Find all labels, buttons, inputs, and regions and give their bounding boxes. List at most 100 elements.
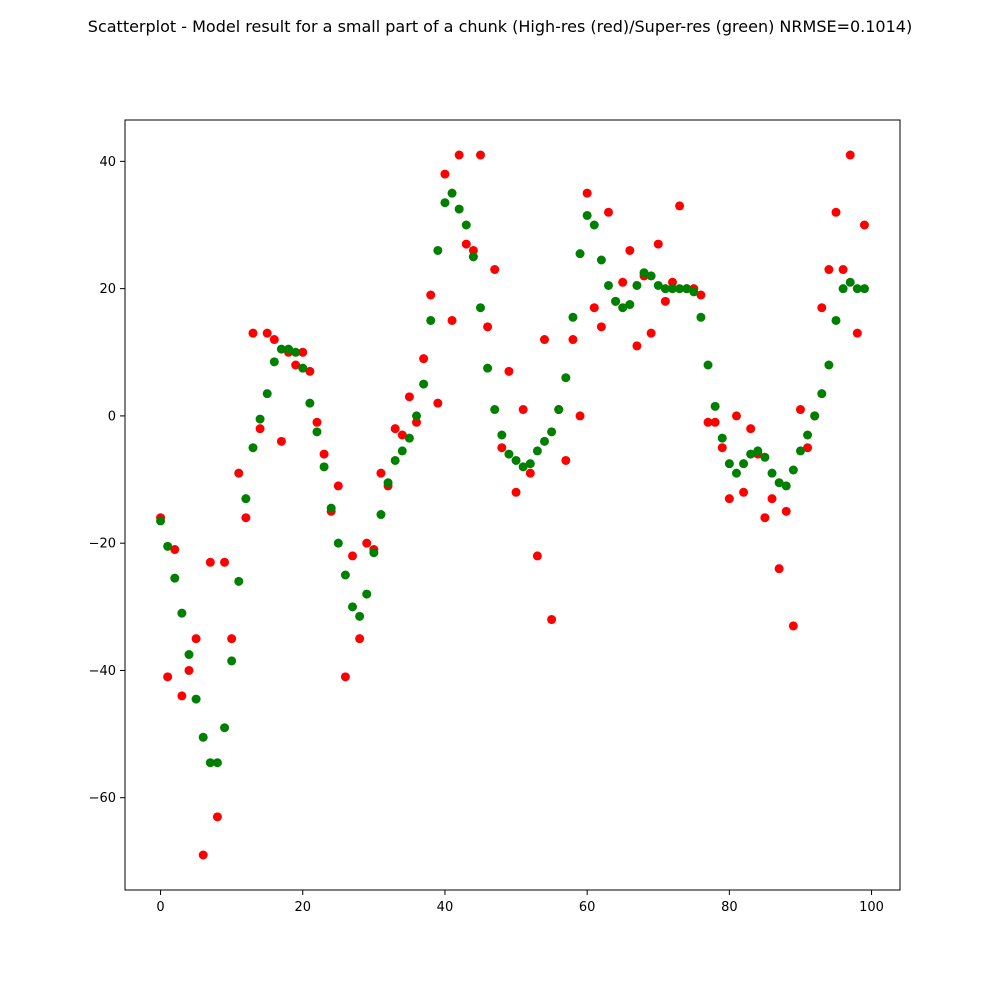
x-tick-label: 0	[156, 900, 164, 915]
point-series-0	[340, 672, 350, 682]
point-series-1	[170, 573, 180, 583]
point-series-1	[248, 443, 258, 453]
point-series-0	[532, 551, 542, 561]
point-series-1	[454, 204, 464, 214]
point-series-1	[525, 459, 535, 469]
point-series-1	[156, 516, 166, 526]
point-series-0	[476, 150, 485, 160]
point-series-0	[170, 545, 180, 555]
point-series-0	[803, 443, 813, 453]
point-series-0	[468, 245, 478, 255]
point-series-1	[220, 723, 230, 733]
point-series-0	[859, 220, 869, 230]
point-series-1	[504, 449, 514, 459]
point-series-1	[632, 280, 642, 290]
point-series-0	[184, 665, 194, 675]
point-series-1	[675, 284, 685, 294]
point-series-1	[419, 379, 429, 389]
point-series-0	[305, 366, 315, 376]
point-series-1	[703, 360, 713, 370]
point-series-0	[426, 290, 436, 300]
x-tick-label: 80	[721, 900, 738, 915]
point-series-1	[333, 538, 343, 548]
point-series-0	[248, 328, 258, 338]
point-series-0	[419, 354, 429, 364]
point-series-0	[461, 239, 471, 249]
point-series-1	[212, 758, 222, 768]
point-series-0	[504, 366, 514, 376]
point-series-0	[717, 443, 727, 453]
point-series-1	[234, 576, 244, 586]
x-tick-label: 100	[859, 900, 884, 915]
point-series-0	[198, 850, 208, 860]
point-series-1	[568, 312, 578, 322]
point-series-1	[710, 401, 720, 411]
point-series-0	[603, 207, 613, 217]
point-series-0	[212, 812, 222, 822]
y-tick-label: 0	[108, 409, 116, 424]
point-series-1	[476, 303, 485, 313]
x-axis: 0 20 40 60 80 100	[156, 890, 884, 915]
point-series-1	[582, 210, 592, 220]
point-series-0	[397, 430, 407, 440]
point-series-0	[781, 506, 791, 516]
point-series-0	[589, 303, 599, 313]
point-series-1	[589, 220, 599, 230]
point-series-1	[163, 541, 173, 551]
point-series-0	[511, 487, 521, 497]
point-series-0	[490, 265, 500, 275]
point-series-1	[824, 360, 834, 370]
point-series-0	[518, 405, 528, 415]
y-tick-label: −20	[89, 537, 116, 552]
point-series-0	[824, 265, 834, 275]
point-series-1	[276, 344, 286, 354]
x-tick-label: 60	[579, 900, 596, 915]
point-series-1	[241, 494, 251, 504]
point-series-0	[852, 328, 862, 338]
point-series-1	[177, 608, 187, 618]
point-series-0	[831, 207, 841, 217]
point-series-1	[227, 656, 237, 666]
point-series-0	[355, 634, 365, 644]
point-series-1	[603, 280, 613, 290]
point-series-1	[731, 468, 741, 478]
point-series-1	[383, 478, 393, 488]
point-series-1	[326, 503, 336, 513]
y-tick-label: 20	[99, 282, 116, 297]
point-series-0	[440, 169, 450, 179]
point-series-0	[241, 513, 251, 523]
point-series-1	[440, 198, 450, 208]
point-series-1	[376, 510, 386, 520]
chart-title: Scatterplot - Model result for a small p…	[87, 17, 913, 36]
point-series-1	[404, 433, 414, 443]
point-series-1	[646, 271, 656, 281]
point-series-0	[561, 455, 571, 465]
point-series-0	[795, 405, 805, 415]
point-series-0	[412, 417, 422, 427]
point-series-1	[412, 411, 422, 421]
point-series-0	[376, 468, 386, 478]
point-series-1	[653, 280, 663, 290]
point-series-0	[234, 468, 244, 478]
point-series-0	[625, 245, 635, 255]
point-series-1	[625, 300, 635, 310]
point-series-0	[312, 417, 322, 427]
point-series-1	[390, 455, 400, 465]
point-series-1	[845, 277, 855, 287]
point-series-1	[639, 268, 649, 278]
point-series-1	[767, 468, 777, 478]
point-series-0	[838, 265, 848, 275]
point-series-1	[760, 452, 770, 462]
point-series-1	[667, 284, 677, 294]
point-series-0	[767, 494, 777, 504]
point-series-1	[490, 405, 500, 415]
point-series-0	[575, 411, 585, 421]
point-series-1	[511, 455, 521, 465]
point-series-1	[319, 462, 329, 472]
point-series-0	[710, 417, 720, 427]
point-series-1	[426, 315, 436, 325]
point-series-0	[447, 315, 457, 325]
point-series-1	[298, 363, 308, 373]
point-series-0	[774, 564, 784, 574]
